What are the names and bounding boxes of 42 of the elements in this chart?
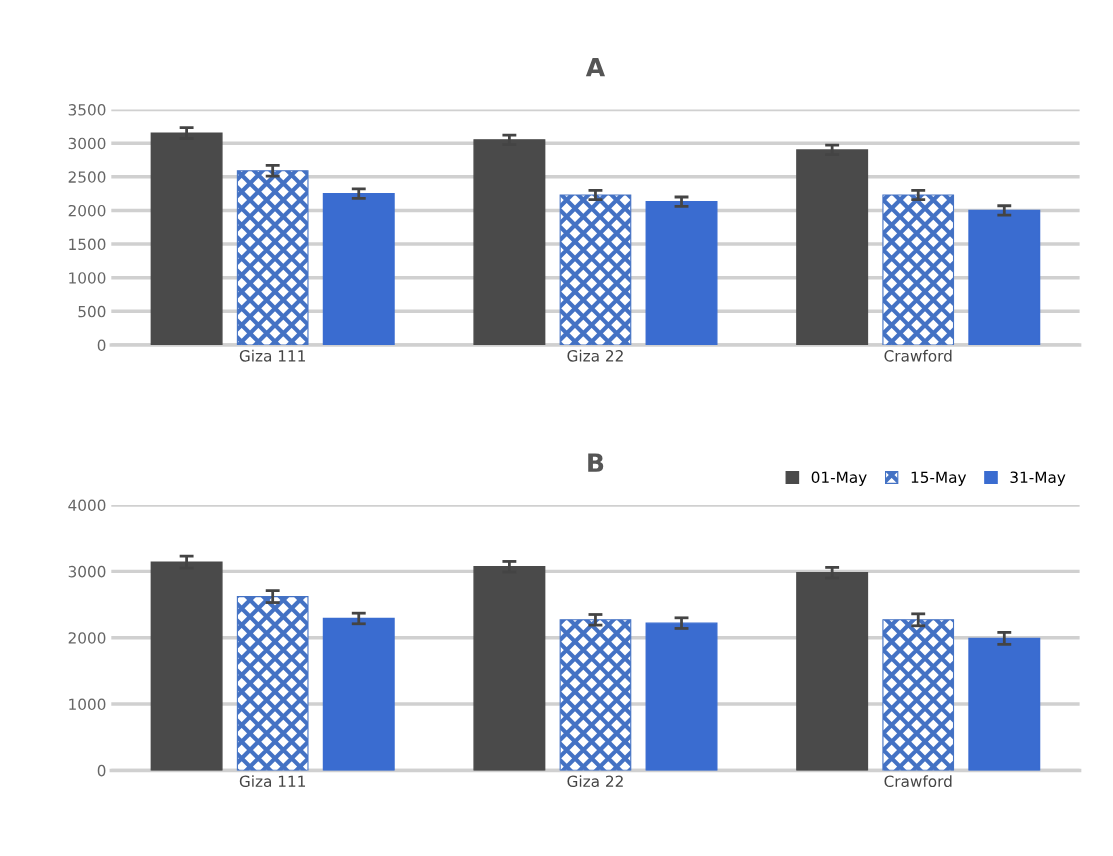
y-tick-label: 4000	[68, 499, 106, 512]
bar	[645, 622, 718, 771]
bar	[473, 139, 546, 345]
bar	[322, 617, 395, 771]
bar	[645, 201, 718, 345]
bar	[150, 561, 223, 771]
y-tick-label: 2000	[68, 204, 106, 217]
y-tick-label: 1000	[69, 698, 106, 711]
legend-label: 01-May	[811, 471, 867, 486]
y-tick-label: 1500	[69, 238, 106, 251]
x-tick-label: Crawford	[884, 775, 952, 788]
y-tick-label: 3500	[68, 104, 106, 116]
x-tick-label: Giza 111	[239, 775, 306, 788]
y-tick-label: 3000	[68, 137, 106, 150]
bar	[796, 572, 869, 771]
y-tick-label: 2500	[68, 171, 106, 183]
bar	[968, 209, 1041, 345]
x-tick-label: Giza 22	[567, 775, 623, 788]
bar	[796, 149, 869, 345]
bar	[473, 566, 546, 771]
legend-label: 31-May	[1010, 471, 1066, 486]
x-tick-label: Crawford	[884, 349, 952, 362]
chart-title: B	[588, 453, 604, 472]
bar	[559, 619, 632, 771]
bar	[236, 170, 309, 345]
y-tick-label: 2000	[68, 632, 106, 644]
bar	[322, 192, 395, 345]
bar	[150, 132, 223, 345]
y-tick-label: 0	[97, 764, 106, 777]
bar	[882, 619, 955, 771]
bar	[968, 637, 1041, 771]
x-tick-label: Giza 22	[567, 349, 623, 362]
y-tick-label: 1000	[69, 272, 106, 284]
y-tick-label: 500	[78, 305, 106, 318]
y-tick-label: 3000	[68, 565, 106, 578]
bar	[559, 194, 632, 345]
chart-title: A	[585, 58, 606, 77]
bar	[236, 596, 309, 771]
legend-label: 15-May	[911, 471, 967, 486]
x-tick-label: Giza 111	[239, 349, 306, 362]
y-tick-label: 0	[97, 339, 106, 351]
bar	[882, 194, 955, 345]
